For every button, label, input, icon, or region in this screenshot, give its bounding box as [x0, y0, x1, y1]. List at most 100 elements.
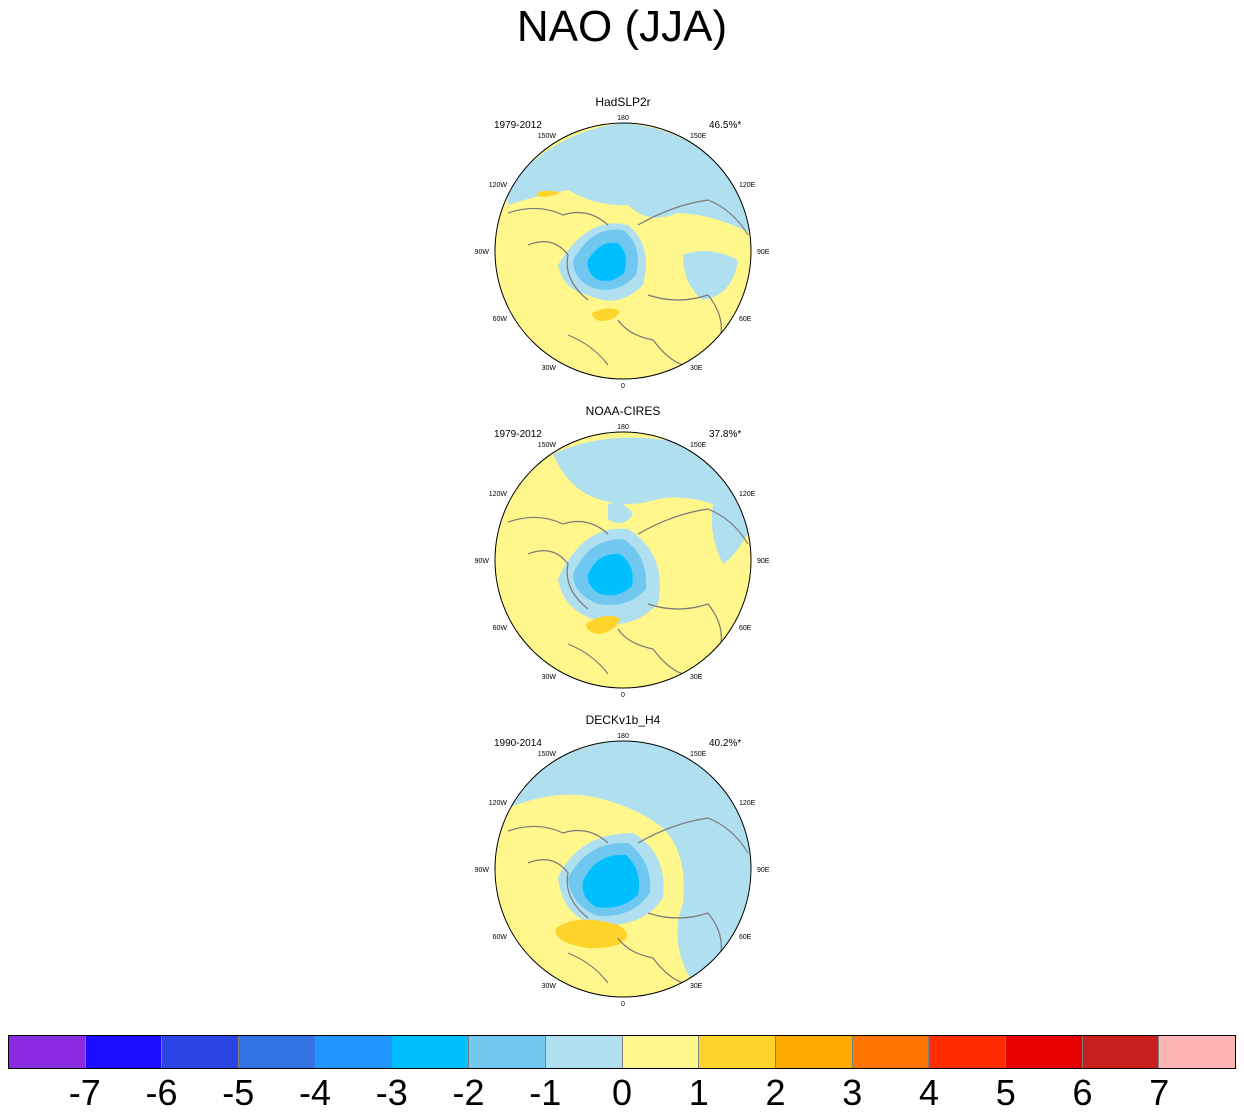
positive-anomaly [586, 616, 620, 634]
colorbar-box [469, 1036, 546, 1068]
blue-core [582, 854, 640, 908]
colorbar-box [315, 1036, 393, 1068]
polar-map: 180 150E 120E 90E 60E 30E 0 30W 60W 90W 120W 150W [475, 115, 770, 390]
variance-label: 40.2%* [709, 738, 742, 749]
longitude-labels: 180 150E 120E 90E 60E 30E 0 30W 60W 90W 120W 150W [475, 115, 770, 390]
polar-map: 180 150E 120E 90E 60E 30E 0 30W 60W 90W 120W 150W [475, 733, 770, 1008]
colorbar-tick-label: 1 [688, 1072, 709, 1113]
longitude-label: 0 [621, 383, 625, 390]
period-label: 1979-2012 [494, 120, 542, 131]
longitude-label: 30W [542, 365, 557, 372]
colorbar-tick-label: -1 [529, 1072, 562, 1113]
longitude-label: 30E [690, 674, 703, 681]
colorbar-box [1159, 1036, 1235, 1068]
longitude-label: 90E [757, 249, 770, 256]
colorbar-tick-label: -4 [298, 1072, 331, 1113]
colorbar-box [699, 1036, 776, 1068]
colorbar-tick-label: 5 [995, 1072, 1016, 1113]
longitude-label: 90E [757, 558, 770, 565]
polar-map: 180 150E 120E 90E 60E 30E 0 30W 60W 90W 120W 150W [475, 424, 770, 699]
blue-region [608, 502, 633, 523]
period-label: 1979-2012 [494, 429, 542, 440]
colorbar-box [852, 1036, 930, 1068]
colorbar-box [1082, 1036, 1160, 1068]
blue-region [508, 741, 751, 997]
longitude-label: 60E [739, 934, 752, 941]
longitude-label: 120E [739, 491, 756, 498]
figure-title: NAO (JJA) [516, 2, 728, 51]
panel-title: HadSLP2r [595, 95, 651, 109]
colorbar-tick-label: 7 [1149, 1072, 1170, 1113]
longitude-label: 150W [538, 133, 557, 140]
colorbar-box [85, 1036, 163, 1068]
longitude-label: 90W [475, 249, 490, 256]
longitude-label: 90W [475, 558, 490, 565]
longitude-label: 150E [690, 751, 707, 758]
panel-title: DECKv1b_H4 [585, 713, 661, 727]
longitude-label: 150E [690, 442, 707, 449]
longitude-label: 120W [489, 182, 508, 189]
longitude-label: 120W [489, 491, 508, 498]
longitude-label: 0 [621, 692, 625, 699]
colorbar-box [392, 1036, 470, 1068]
map-panel-hadslp2r: HadSLP2r 1979-2012 46.5%* 180 150E 120E 90E… [468, 95, 778, 395]
colorbar [8, 1035, 1236, 1069]
longitude-label: 0 [621, 1001, 625, 1008]
positive-anomaly [555, 919, 627, 949]
colorbar-tick-label: -5 [222, 1072, 255, 1113]
colorbar-box [1005, 1036, 1083, 1068]
colorbar-box [545, 1036, 623, 1068]
positive-anomaly [538, 190, 560, 197]
colorbar-box [9, 1036, 86, 1068]
colorbar-box [929, 1036, 1006, 1068]
variance-label: 37.8%* [709, 429, 742, 440]
longitude-label: 180 [617, 733, 629, 740]
panel-title: NOAA-CIRES [585, 404, 661, 418]
longitude-label: 150W [538, 442, 557, 449]
colorbar-tick-label: 3 [842, 1072, 863, 1113]
coastline [507, 199, 749, 366]
longitude-label: 180 [617, 424, 629, 431]
longitude-label: 180 [617, 115, 629, 122]
longitude-labels: 180 150E 120E 90E 60E 30E 0 30W 60W 90W 120W 150W [475, 733, 770, 1008]
longitude-label: 30W [542, 674, 557, 681]
colorbar-tick-label: 6 [1072, 1072, 1093, 1113]
colorbar-tick-label: -3 [375, 1072, 408, 1113]
map-panel-noaa-cires: NOAA-CIRES 1979-2012 37.8%* 180 150E 120E 9… [468, 404, 778, 704]
colorbar-box [162, 1036, 240, 1068]
colorbar-tick-label: -2 [452, 1072, 485, 1113]
map-boundary [494, 740, 752, 998]
blue-region [683, 251, 738, 300]
longitude-label: 60W [493, 625, 508, 632]
map-boundary [494, 122, 752, 380]
longitude-label: 120W [489, 800, 508, 807]
longitude-label: 60E [739, 316, 752, 323]
colorbar-tick-label: -6 [145, 1072, 178, 1113]
variance-label: 46.5%* [709, 120, 742, 131]
map-panel-deckv1b-h4: DECKv1b_H4 1990-2014 40.2%* 180 150E 120E 9… [468, 713, 778, 1013]
longitude-label: 30E [690, 365, 703, 372]
longitude-label: 90E [757, 867, 770, 874]
longitude-label: 150W [538, 751, 557, 758]
longitude-labels: 180 150E 120E 90E 60E 30E 0 30W 60W 90W 120W 150W [475, 424, 770, 699]
longitude-label: 60W [493, 934, 508, 941]
positive-anomaly [592, 308, 620, 321]
longitude-label: 90W [475, 867, 490, 874]
blue-region [553, 437, 751, 564]
longitude-label: 120E [739, 800, 756, 807]
colorbar-tick-label: 2 [765, 1072, 786, 1113]
colorbar-tick-label: 0 [611, 1072, 633, 1113]
colorbar-labels: -7 -6 -5 -4 -3 -2 -1 0 1 2 3 4 5 6 7 [8, 1072, 1236, 1116]
colorbar-box [775, 1036, 853, 1068]
colorbar-box [622, 1036, 700, 1068]
longitude-label: 60E [739, 625, 752, 632]
colorbar-box [239, 1036, 316, 1068]
period-label: 1990-2014 [494, 738, 542, 749]
colorbar-tick-label: 4 [918, 1072, 940, 1113]
longitude-label: 30E [690, 983, 703, 990]
longitude-label: 30W [542, 983, 557, 990]
longitude-label: 150E [690, 133, 707, 140]
longitude-label: 60W [493, 316, 508, 323]
blue-core [587, 553, 633, 596]
coastline [507, 817, 749, 984]
